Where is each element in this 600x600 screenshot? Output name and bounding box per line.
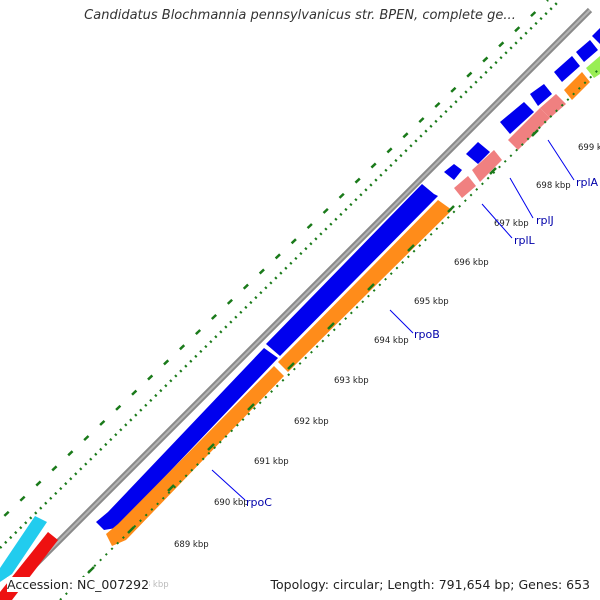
gene-blue-5 xyxy=(554,56,580,82)
outer-dotted-track xyxy=(0,0,561,549)
leader-rplL xyxy=(481,203,513,239)
kbp-tick-label: 695 kbp xyxy=(414,297,449,307)
kbp-tick-label: 693 kbp xyxy=(334,376,369,386)
gene-pink-4 xyxy=(540,94,566,118)
kbp-tick-mark xyxy=(167,484,175,492)
kbp-tick-label: 691 kbp xyxy=(254,457,289,467)
kbp-tick-mark xyxy=(87,566,95,574)
accession-text: Accession: NC_007292 xyxy=(7,577,150,592)
gene-pink-2 xyxy=(472,150,502,182)
gene-rpoC-orange xyxy=(106,366,284,546)
gene-blue-4 xyxy=(530,84,552,106)
gene-label-rpoC: rpoC xyxy=(246,496,272,509)
leader-rpoB xyxy=(389,309,414,334)
kbp-tick-mark xyxy=(367,283,375,291)
gene-blue-6 xyxy=(576,40,598,62)
genome-summary-text: Topology: circular; Length: 791,654 bp; … xyxy=(270,577,590,592)
gene-rpoB-orange xyxy=(278,200,452,372)
kbp-tick-mark xyxy=(407,244,415,252)
kbp-tick-label: 688 kbp xyxy=(134,580,169,590)
leader-rplA xyxy=(547,139,575,181)
gene-label-rplL: rplL xyxy=(514,234,536,247)
kbp-tick-mark xyxy=(327,322,335,330)
kbp-tick-mark xyxy=(287,362,295,370)
kbp-tick-mark xyxy=(247,403,255,411)
kbp-tick-label: 698 kbp xyxy=(536,181,571,191)
gene-rplA-blue xyxy=(500,102,534,134)
kbp-tick-mark xyxy=(127,526,135,534)
gene-label-rpoB: rpoB xyxy=(414,328,440,341)
kbp-tick-label: 689 kbp xyxy=(174,540,209,550)
kbp-tick-mark xyxy=(447,205,455,213)
gene-lightgreen xyxy=(586,56,600,78)
kbp-tick-label: 699 kbp xyxy=(578,143,600,153)
kbp-tick-mark xyxy=(489,167,497,175)
kbp-tick-mark xyxy=(207,443,215,451)
gene-pink-1 xyxy=(454,176,476,198)
gene-label-rplA: rplA xyxy=(576,176,599,189)
kbp-tick-label: 692 kbp xyxy=(294,417,329,427)
genome-backbone-highlight xyxy=(0,9,591,600)
gene-rplL-blue xyxy=(444,164,462,180)
gene-rpoB-blue xyxy=(266,184,438,356)
gene-label-rplJ: rplJ xyxy=(536,214,554,227)
feature-cyan xyxy=(0,516,47,582)
gene-rplJ-blue xyxy=(466,142,490,164)
kbp-tick-mark xyxy=(531,129,539,137)
gene-pink-3 xyxy=(508,108,550,150)
gene-orange-small xyxy=(564,72,590,100)
map-title: Candidatus Blochmannia pennsylvanicus st… xyxy=(84,8,516,23)
gene-blue-7 xyxy=(592,28,600,44)
kbp-tick-label: 694 kbp xyxy=(374,336,409,346)
kbp-tick-label: 696 kbp xyxy=(454,258,489,268)
kbp-tick-label: 697 kbp xyxy=(494,219,529,229)
leader-rplJ xyxy=(509,177,534,219)
leader-rpoC xyxy=(211,469,246,501)
gene-rpoC-blue xyxy=(96,348,278,530)
kbp-ticks: 688 kbp 689 kbp 690 kbp 691 kbp 692 kbp 693 k… xyxy=(59,67,600,600)
kbp-tick-label: 690 kbp xyxy=(214,498,249,508)
